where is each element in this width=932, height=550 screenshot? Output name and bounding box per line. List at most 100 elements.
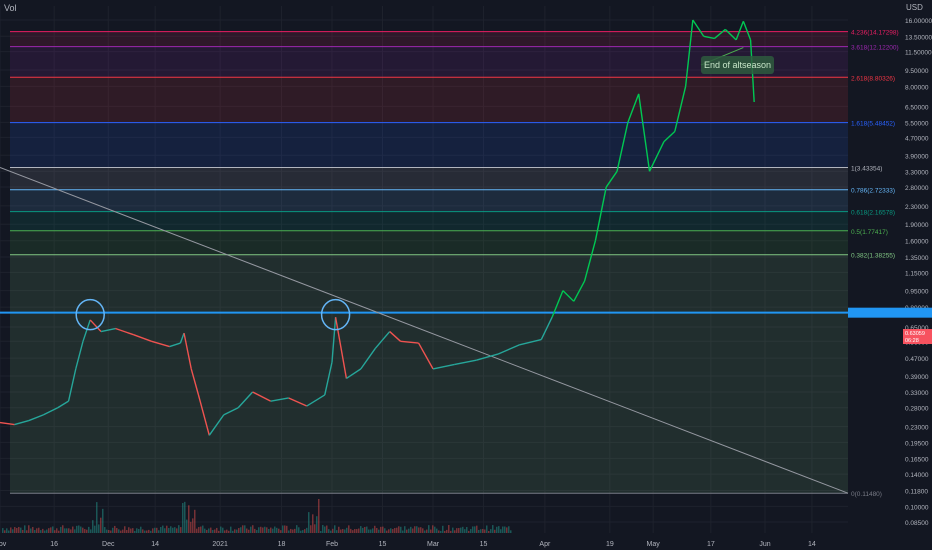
fib-level-label: 0.5(1.77417)	[851, 229, 888, 236]
volume-bar	[302, 530, 304, 533]
annotation-text: End of altseason	[704, 60, 771, 70]
volume-bar	[422, 528, 424, 533]
volume-bar	[252, 525, 254, 533]
volume-bar	[458, 528, 460, 533]
volume-bar	[240, 527, 242, 533]
volume-bar	[294, 528, 296, 533]
volume-bar	[434, 526, 436, 533]
y-tick-label: 0.65000	[905, 325, 929, 332]
volume-bar	[380, 526, 382, 533]
volume-bar	[142, 529, 144, 533]
volume-bar	[40, 530, 42, 533]
volume-bar	[182, 503, 184, 533]
volume-bar	[328, 529, 330, 533]
volume-bar	[290, 528, 292, 533]
volume-bar	[126, 530, 128, 533]
price-segment	[75, 341, 84, 370]
current-price-value: 0.63059	[905, 331, 925, 337]
price-segment	[519, 338, 542, 346]
volume-bar	[60, 526, 62, 533]
volume-indicator-label[interactable]: Vol	[4, 3, 17, 13]
volume-bar	[492, 525, 494, 533]
fib-level-label: 1(3.43354)	[851, 166, 882, 173]
volume-bar	[476, 525, 478, 533]
y-tick-label: 0.10000	[905, 504, 929, 511]
volume-bar	[212, 530, 214, 533]
volume-bar	[100, 517, 102, 533]
price-segment	[432, 363, 455, 370]
volume-bar	[130, 528, 132, 533]
volume-bar	[416, 526, 418, 533]
volume-bar	[404, 526, 406, 533]
volume-bar	[496, 526, 498, 533]
x-tick-label: 19	[606, 541, 614, 548]
volume-bar	[96, 502, 98, 533]
volume-bar	[88, 526, 90, 533]
price-segment	[389, 331, 402, 342]
trendline	[0, 167, 849, 494]
volume-bar	[164, 528, 166, 533]
y-tick-label: 0.11800	[905, 489, 928, 496]
volume-bar	[330, 530, 332, 533]
fib-level-label: 2.618(8.80326)	[851, 75, 895, 82]
volume-bar	[320, 530, 322, 533]
price-segment	[573, 280, 586, 302]
volume-bar	[396, 527, 398, 533]
volume-bar	[22, 529, 24, 533]
volume-bar	[384, 528, 386, 533]
volume-bar	[18, 526, 20, 533]
y-tick-label: 0.39000	[905, 374, 929, 381]
volume-bar	[210, 527, 212, 533]
y-tick-label: 0.08500	[905, 520, 929, 527]
volume-bar	[388, 529, 390, 533]
volume-bar	[136, 528, 138, 533]
y-tick-label: 11.50000	[905, 50, 932, 57]
fib-level-label: 4.236(14.17298)	[851, 30, 899, 37]
volume-bar	[184, 501, 186, 533]
price-segment	[190, 368, 200, 396]
volume-bar	[470, 529, 472, 533]
fib-level-label: 0.786(2.72333)	[851, 188, 895, 195]
volume-bar	[446, 529, 448, 533]
volume-bar	[244, 525, 246, 533]
volume-bar	[418, 527, 420, 533]
volume-bar	[266, 527, 268, 533]
volume-bar	[474, 526, 476, 533]
volume-bar	[440, 530, 442, 533]
y-tick-label: 0.23000	[905, 425, 929, 432]
volume-bar	[238, 528, 240, 533]
volume-bar	[254, 528, 256, 533]
y-tick-label: 0.47000	[905, 356, 929, 363]
volume-bar	[378, 529, 380, 533]
volume-bar	[472, 526, 474, 533]
volume-bar	[14, 527, 16, 533]
y-tick-label: 1.15000	[905, 270, 929, 277]
price-segment	[684, 19, 694, 87]
volume-bar	[246, 528, 248, 533]
volume-bar	[504, 526, 506, 533]
volume-bar	[156, 527, 158, 533]
y-tick-label: 0.33000	[905, 390, 929, 397]
y-tick-label: 1.90000	[905, 222, 929, 229]
price-segment	[115, 327, 134, 336]
volume-bar	[154, 527, 156, 533]
volume-bar	[12, 529, 14, 533]
volume-bar	[32, 526, 34, 533]
volume-bar	[132, 528, 134, 533]
volume-bar	[90, 529, 92, 533]
volume-bar	[50, 527, 52, 533]
volume-bar	[228, 530, 230, 533]
price-segment	[100, 327, 116, 333]
volume-bar	[326, 525, 328, 533]
volume-bar	[478, 529, 480, 533]
volume-bar	[188, 505, 190, 533]
y-tick-label: 9.50000	[905, 68, 929, 75]
volume-bar	[432, 525, 434, 533]
fib-level-label: 0.382(1.38255)	[851, 253, 895, 260]
volume-bar	[354, 529, 356, 533]
current-price-countdown: 06:28	[905, 338, 919, 344]
volume-bar	[44, 530, 46, 533]
volume-bar	[324, 526, 326, 533]
y-tick-label: 2.80000	[905, 185, 929, 192]
